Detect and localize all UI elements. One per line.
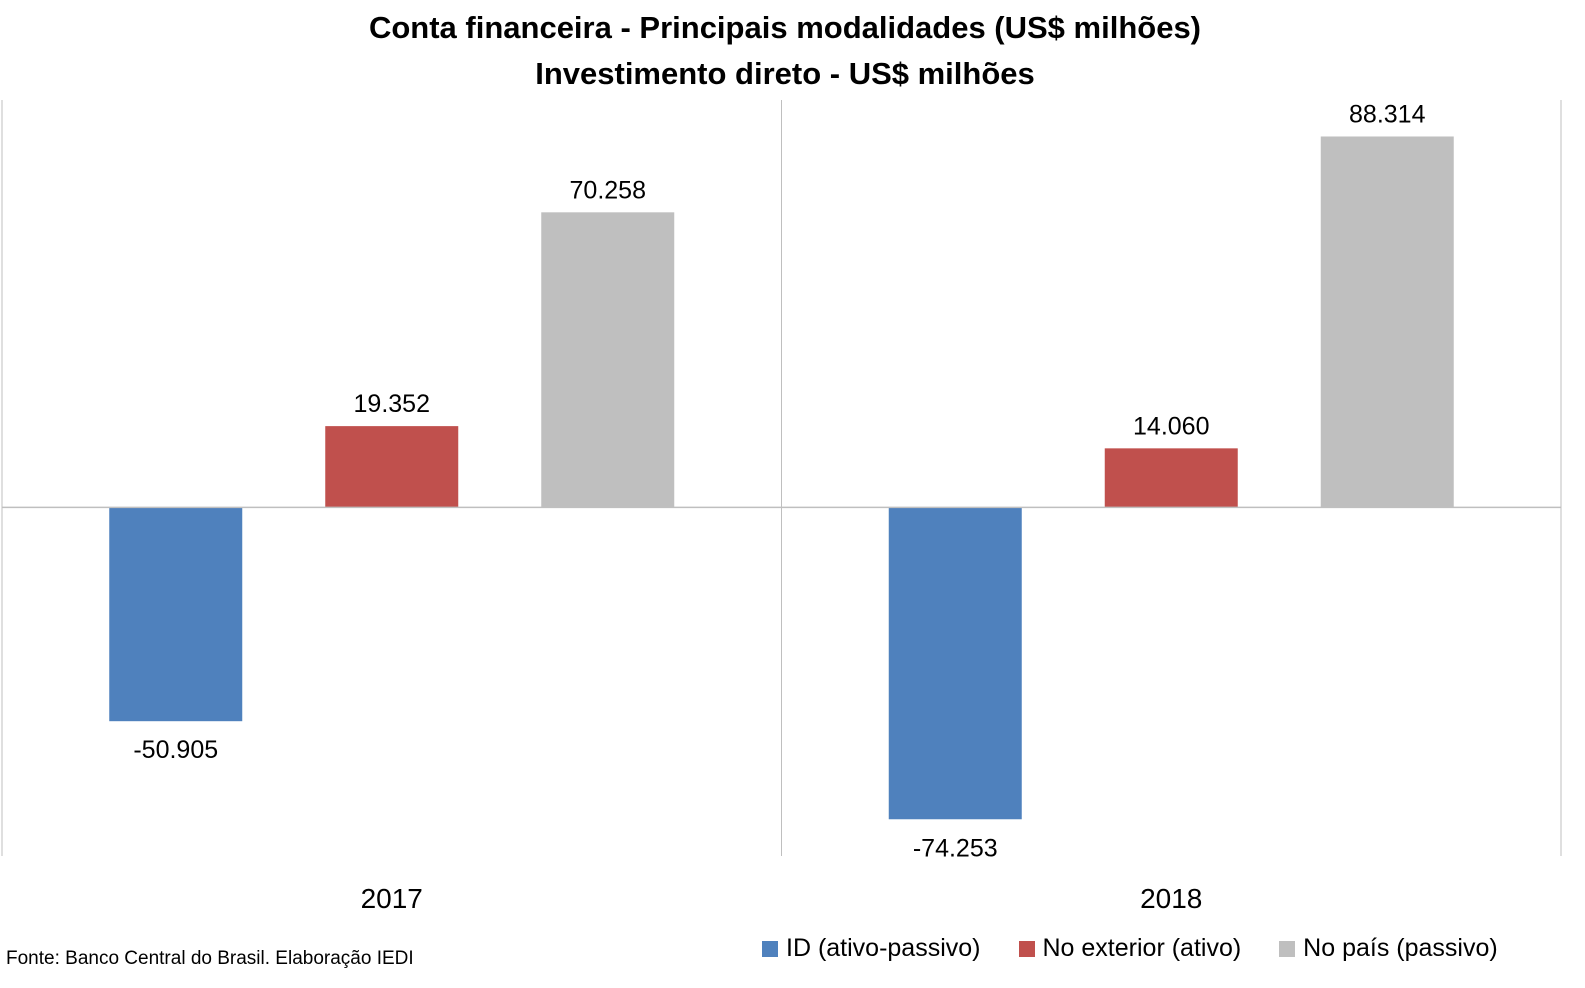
- bar: [1320, 136, 1454, 508]
- chart-subtitle: Investimento direto - US$ milhões: [535, 56, 1035, 91]
- data-label: -50.905: [133, 736, 218, 764]
- bar: [109, 507, 243, 722]
- legend-label-no-exterior: No exterior (ativo): [1042, 934, 1242, 962]
- x-tick-label: 2018: [1140, 883, 1202, 914]
- bar-chart: -50.905 19.352 70.258 2017 -74.253 14.060 88.3…: [1, 100, 1562, 914]
- legend-swatch-no-exterior: [1018, 940, 1035, 957]
- data-label: 70.258: [570, 176, 646, 204]
- data-label: 14.060: [1133, 412, 1209, 440]
- legend-item-no-exterior: No exterior (ativo): [1018, 934, 1242, 963]
- legend-label-no-pais: No país (passivo): [1303, 934, 1498, 962]
- bar: [325, 426, 459, 508]
- chart-title: Conta financeira - Principais modalidade…: [368, 10, 1202, 45]
- data-label: 88.314: [1349, 100, 1426, 128]
- data-label: 19.352: [354, 390, 430, 418]
- legend-item-no-pais: No país (passivo): [1279, 934, 1498, 963]
- legend-label-id: ID (ativo-passivo): [786, 934, 981, 962]
- source-note: Fonte: Banco Central do Brasil. Elaboraç…: [6, 948, 414, 969]
- data-label: -74.253: [913, 834, 998, 862]
- x-tick-label: 2017: [361, 883, 423, 914]
- bar: [541, 212, 675, 508]
- legend: ID (ativo-passivo) No exterior (ativo) N…: [762, 934, 1498, 963]
- bar: [1104, 448, 1238, 508]
- legend-swatch-id: [762, 940, 778, 957]
- legend-item-id: ID (ativo-passivo): [762, 934, 981, 963]
- legend-swatch-no-pais: [1279, 940, 1296, 957]
- bar: [888, 507, 1022, 820]
